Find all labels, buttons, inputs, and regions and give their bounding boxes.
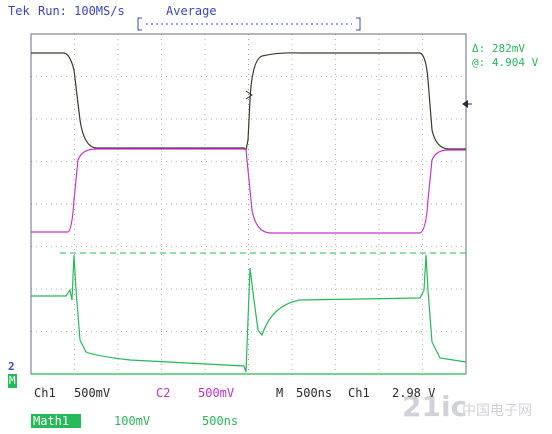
trigger-source: Ch1 — [348, 386, 370, 400]
delta-readout: Δ: 282mV — [472, 42, 525, 55]
timebase-value: 500ns — [296, 386, 333, 400]
watermark-site-text: 中国电子网 — [462, 403, 532, 419]
trigger-position-icon — [245, 90, 253, 100]
ch1-label: Ch1 — [34, 386, 56, 400]
math-time: 500ns — [202, 414, 239, 428]
graticule-grid — [31, 34, 466, 374]
math-scale: 100mV — [114, 414, 151, 428]
math-label: Math1 — [31, 414, 81, 428]
brand-label: Tek — [8, 4, 30, 18]
ch2-label: C2 — [156, 386, 171, 400]
math-marker: M — [8, 374, 17, 388]
watermark-logo-text: 21ic — [402, 390, 468, 423]
acquisition-mode: Average — [166, 4, 217, 18]
ch1-trace — [31, 52, 466, 152]
timebase-label: M — [276, 386, 284, 400]
right-arrow-icon — [462, 100, 468, 108]
math-trace — [31, 254, 467, 373]
site-watermark-logo: 21ic 中国电子网 — [392, 390, 548, 428]
ch2-scale: 500mV — [198, 386, 235, 400]
at-readout: @: 4.904 V — [472, 56, 539, 69]
trigger-level: 2.98 V — [392, 386, 436, 400]
record-bracket — [137, 17, 361, 31]
ch2-marker: 2 — [8, 360, 15, 373]
acquisition-status: Run: 100MS/s — [38, 4, 125, 18]
ch2-trace — [31, 148, 466, 234]
ch1-scale: 500mV — [74, 386, 111, 400]
